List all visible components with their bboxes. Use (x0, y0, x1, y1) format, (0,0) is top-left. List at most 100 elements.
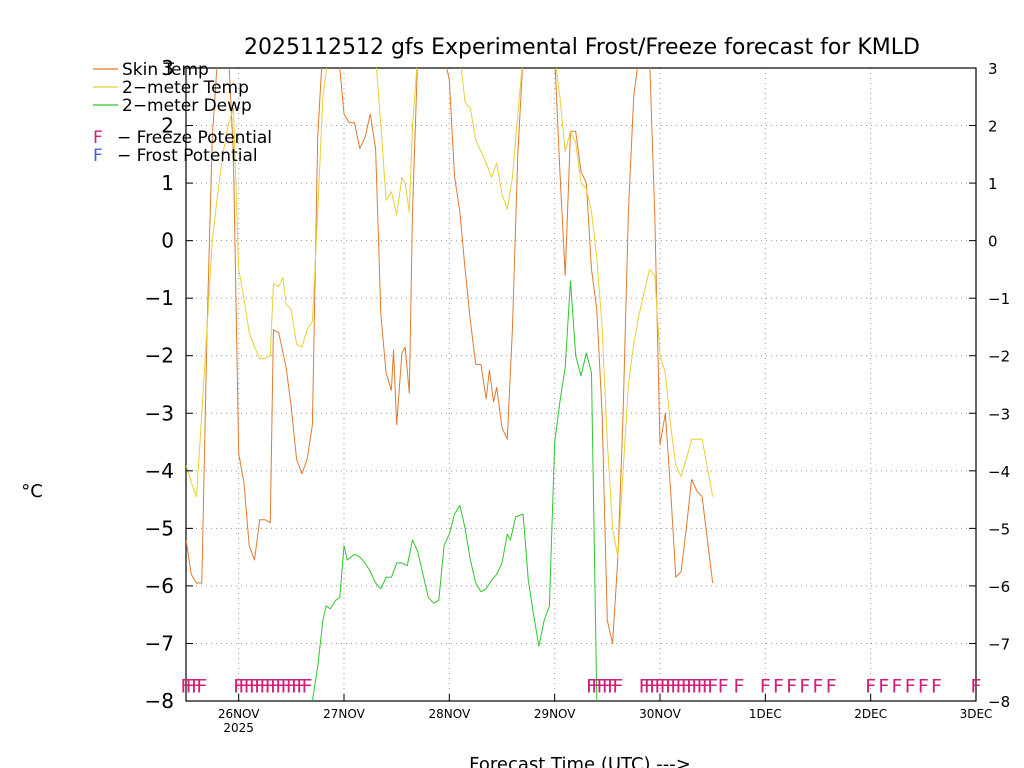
freeze-marker: F (233, 676, 244, 698)
legend-label-0: Skin Temp (122, 60, 209, 80)
freeze-marker: F (878, 676, 889, 698)
freeze-marker: F (718, 676, 729, 698)
freeze-marker: F (586, 676, 597, 698)
chart-title: 2025112512 gfs Experimental Frost/Freeze… (244, 35, 920, 60)
potential-legend-label-0: − Freeze Potential (117, 128, 272, 148)
freeze-marker: F (238, 676, 249, 698)
freeze-marker: F (254, 676, 265, 698)
freeze-marker: F (813, 676, 824, 698)
freeze-marker: F (905, 676, 916, 698)
freeze-marker: F (260, 676, 271, 698)
freeze-marker: F (602, 676, 613, 698)
y-tick-label-right: −4 (988, 463, 1010, 481)
freeze-marker: F (681, 676, 692, 698)
freeze-marker: F (607, 676, 618, 698)
freeze-marker: F (773, 676, 784, 698)
freeze-marker: F (676, 676, 687, 698)
freeze-marker: F (265, 676, 276, 698)
legend-label-2: 2−meter Dewp (122, 96, 252, 116)
series-skin-temp-line (186, 68, 714, 644)
freeze-marker: F (649, 676, 660, 698)
y-tick-label-left: −3 (145, 401, 174, 425)
y-tick-label-right: −5 (988, 520, 1010, 538)
x-year-label: 2025 (223, 721, 254, 735)
potential-legend-symbol-1: F (93, 146, 103, 166)
freeze-marker: F (892, 676, 903, 698)
freeze-marker: F (826, 676, 837, 698)
freeze-marker: F (644, 676, 655, 698)
freeze-marker: F (931, 676, 942, 698)
freeze-marker: F (281, 676, 292, 698)
freeze-marker: F (760, 676, 771, 698)
x-tick-label: 29NOV (534, 707, 576, 721)
freeze-marker: F (270, 676, 281, 698)
y-tick-label-right: −3 (988, 405, 1010, 423)
x-tick-label: 27NOV (323, 707, 365, 721)
y-tick-label-right: −2 (988, 348, 1010, 366)
legend-label-1: 2−meter Temp (122, 78, 249, 98)
freeze-marker: F (249, 676, 260, 698)
y-tick-label-left: −7 (145, 631, 174, 655)
grid-lines (186, 68, 976, 701)
freeze-marker: F (244, 676, 255, 698)
freeze-marker: F (639, 676, 650, 698)
freeze-marker: F (707, 676, 718, 698)
freeze-marker: F (186, 676, 197, 698)
freeze-marker: F (670, 676, 681, 698)
y-tick-label-left: −1 (145, 286, 174, 310)
x-tick-label: 2DEC (854, 707, 887, 721)
x-axis-label: Forecast Time (UTC) ---> (469, 754, 691, 768)
freeze-marker: F (799, 676, 810, 698)
potential-legend-symbol-0: F (93, 128, 103, 148)
y-tick-label-right: −6 (988, 578, 1010, 596)
freeze-marker: F (702, 676, 713, 698)
y-tick-label-left: −2 (145, 344, 174, 368)
freeze-marker: F (697, 676, 708, 698)
y-tick-label-left: 0 (161, 229, 174, 253)
freeze-marker: F (196, 676, 207, 698)
freeze-marker: F (655, 676, 666, 698)
y-tick-label-right: 3 (988, 60, 998, 78)
freeze-marker: F (275, 676, 286, 698)
freeze-marker: F (591, 676, 602, 698)
freeze-marker: F (665, 676, 676, 698)
y-tick-label-left: −8 (145, 689, 174, 713)
x-tick-label: 28NOV (428, 707, 470, 721)
y-tick-label-left: −5 (145, 516, 174, 540)
freeze-marker: F (286, 676, 297, 698)
y-axis-label: °C (21, 481, 43, 502)
freeze-marker: F (291, 676, 302, 698)
series-2-meter-temp-line (186, 68, 714, 558)
plot-area-border (185, 67, 977, 702)
freeze-marker: F (691, 676, 702, 698)
y-tick-label-right: 2 (988, 118, 998, 136)
potential-legend-label-1: − Frost Potential (117, 146, 258, 166)
freeze-marker: F (686, 676, 697, 698)
y-tick-label-right: −7 (988, 635, 1010, 653)
freeze-marker: F (660, 676, 671, 698)
freeze-marker: F (865, 676, 876, 698)
freeze-marker: F (181, 676, 192, 698)
plot-frame (185, 67, 977, 702)
y-tick-label-left: −4 (145, 459, 174, 483)
series-lines (186, 68, 714, 701)
y-tick-label-left: 3 (161, 56, 174, 80)
freeze-marker: F (786, 676, 797, 698)
y-tick-label-right: −1 (988, 290, 1010, 308)
series-2-meter-dewp-line (311, 280, 598, 701)
y-tick-label-right: 0 (988, 233, 998, 251)
x-tick-label: 26NOV (218, 707, 260, 721)
axis-ticks: −8 −8 −7 −7 −6 −6 −5 −5 −4 −4 −3 −3 −2 −2 −1 −1 0 0 1 1 2 2 3 3… (145, 56, 1011, 735)
freeze-marker: F (597, 676, 608, 698)
freeze-marker: F (918, 676, 929, 698)
y-tick-label-left: 2 (161, 114, 174, 138)
y-tick-label-left: 1 (161, 171, 174, 195)
freeze-marker: F (191, 676, 202, 698)
y-tick-label-left: −6 (145, 574, 174, 598)
freeze-marker: F (302, 676, 313, 698)
freeze-marker: F (971, 676, 982, 698)
freeze-marker: F (296, 676, 307, 698)
freeze-marker: F (612, 676, 623, 698)
